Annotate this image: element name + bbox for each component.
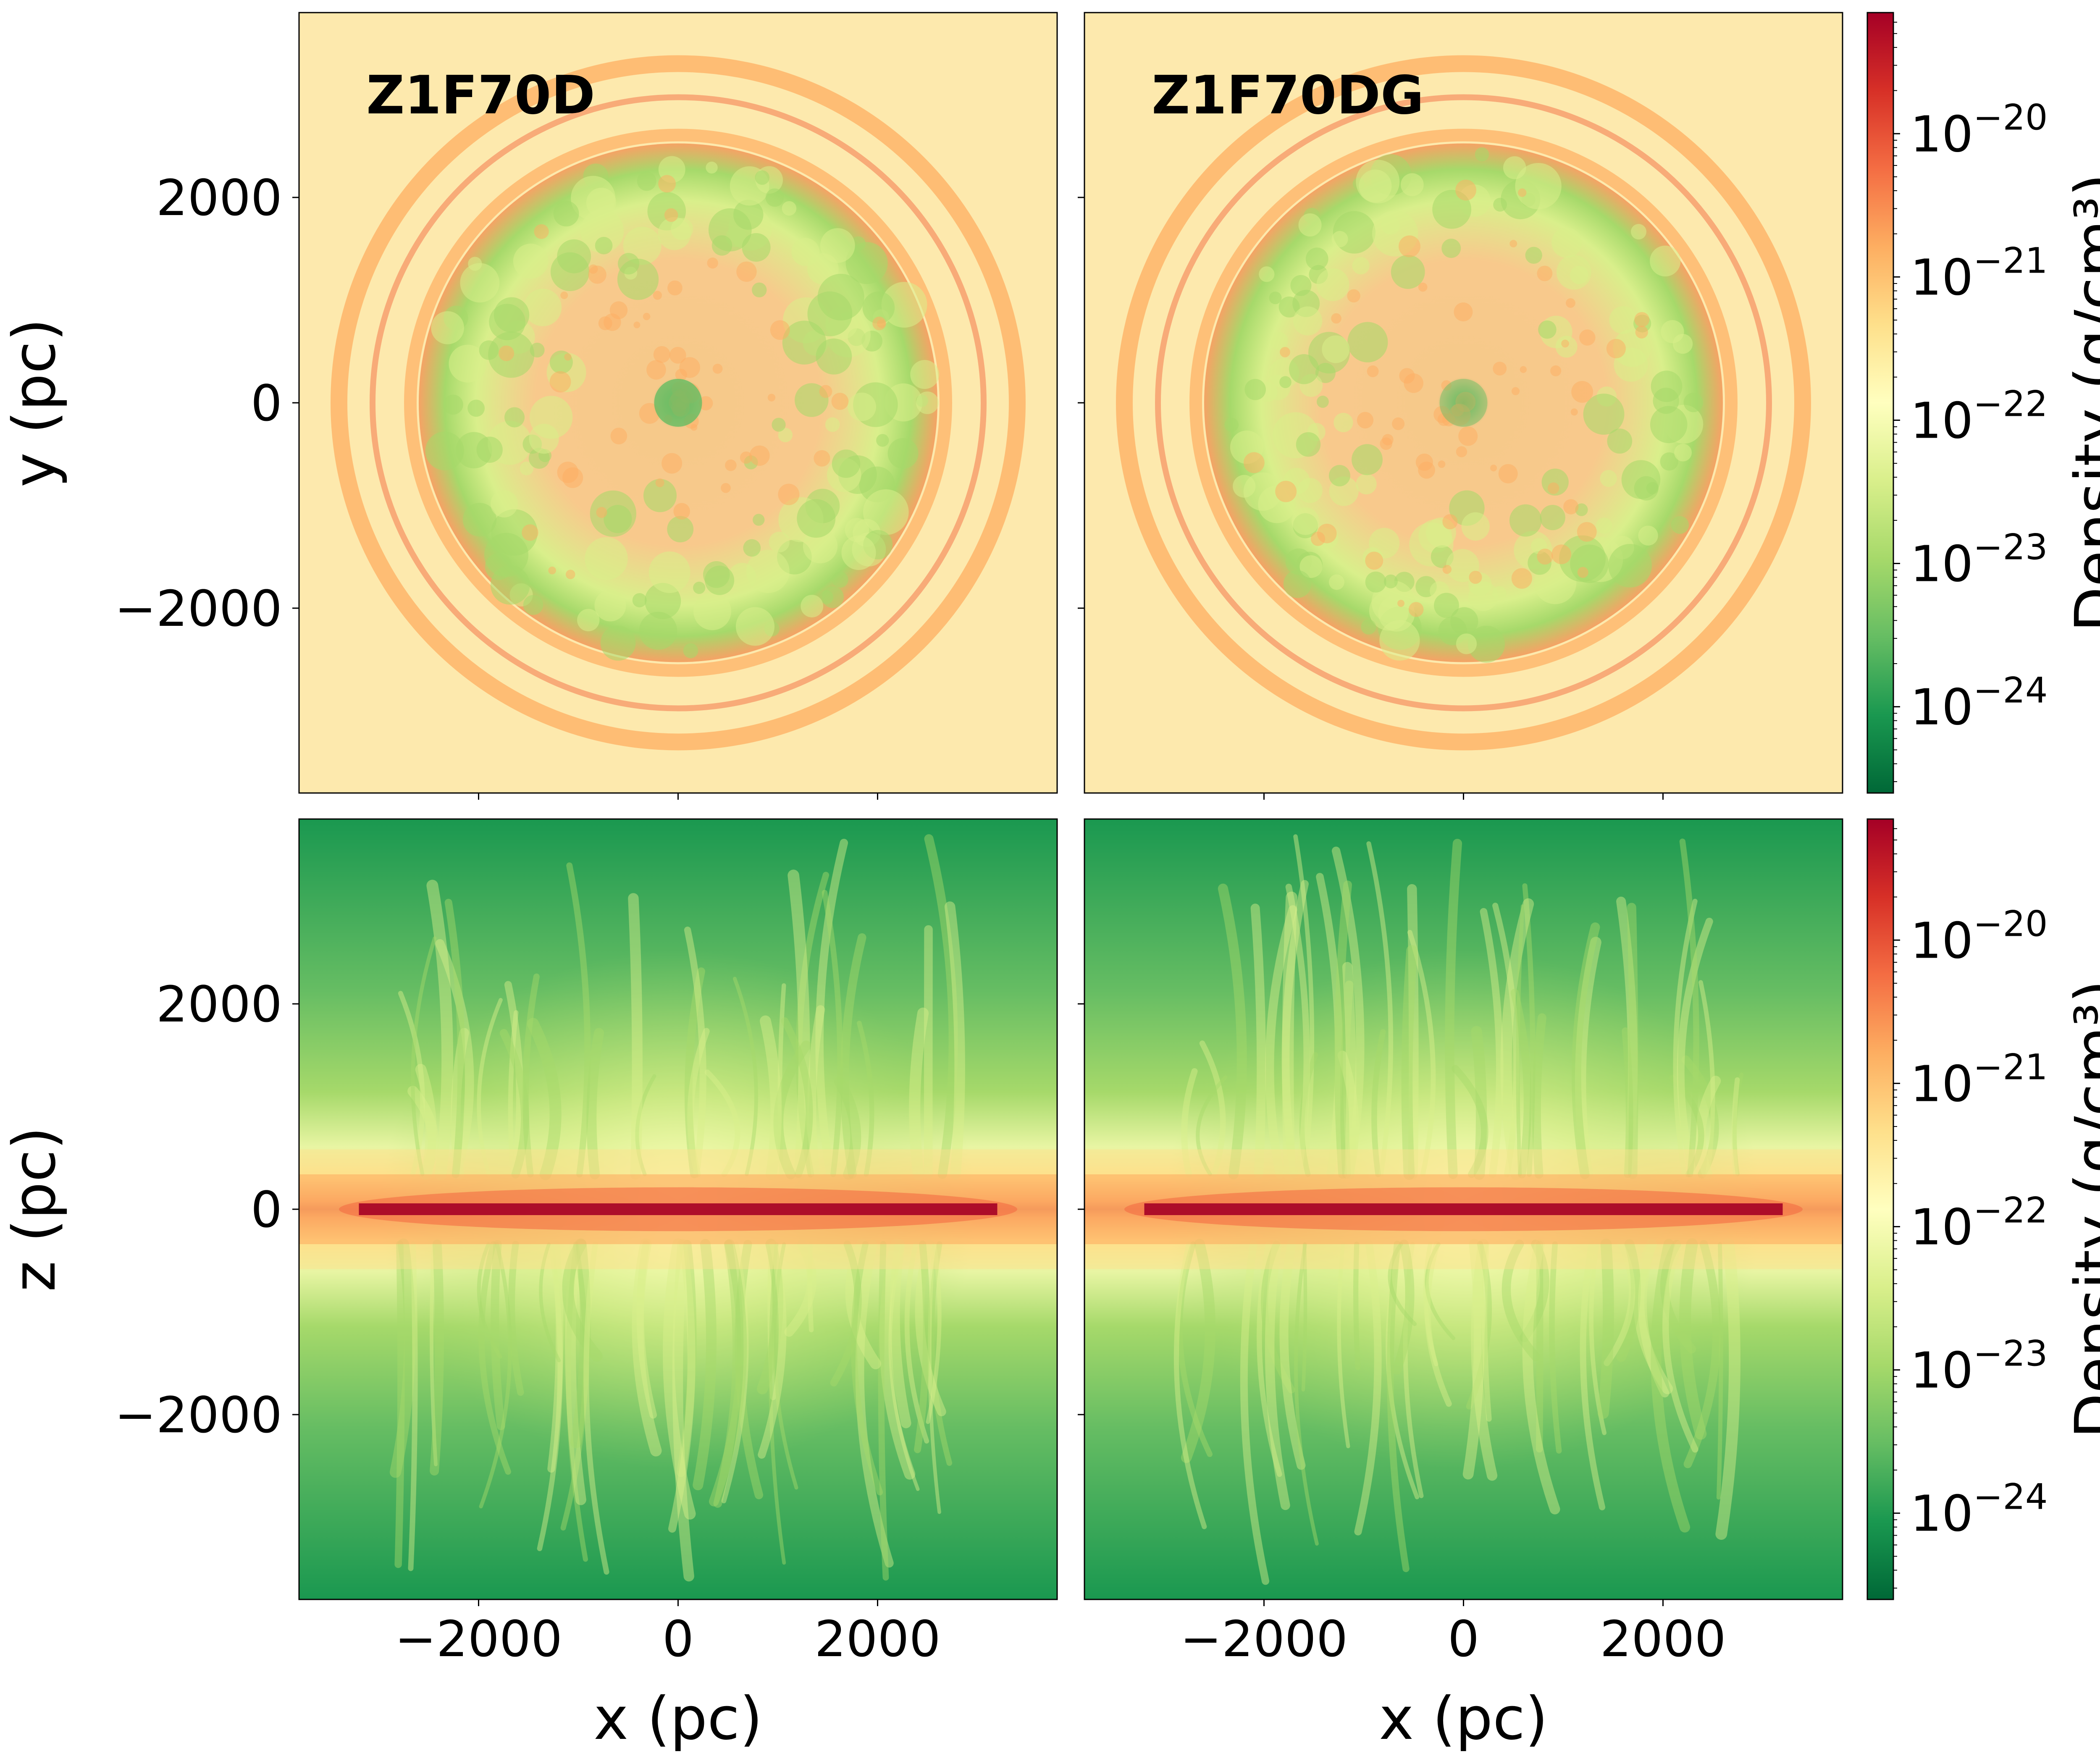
x-tick-label: 2000 — [1600, 1610, 1726, 1668]
colorbar-tick-label: 10−22 — [1910, 1189, 2048, 1256]
y-tick-label: −2000 — [115, 1386, 282, 1444]
panel-label: Z1F70D — [366, 64, 595, 126]
colorbar-tick-label: 10−20 — [1910, 97, 2048, 163]
colorbar-tick-label: 10−24 — [1910, 1476, 2048, 1543]
density-map — [299, 13, 1057, 793]
density-map — [1084, 819, 1843, 1599]
y-axis-label: y (pc) — [0, 318, 69, 487]
colorbar-tick-label: 10−21 — [1910, 1046, 2048, 1113]
y-axis-label: z (pc) — [0, 1126, 69, 1292]
y-tick-label: 0 — [251, 1181, 282, 1239]
colorbar-tick-label: 10−23 — [1910, 1333, 2048, 1400]
colorbar-tick-label: 10−24 — [1910, 670, 2048, 736]
y-tick-label: −2000 — [115, 580, 282, 638]
density-map — [1084, 13, 1843, 793]
colorbar-label: Density (g/cm³) — [2063, 980, 2100, 1439]
colorbar-tick-label: 10−20 — [1910, 903, 2048, 969]
x-tick-label: −2000 — [395, 1610, 562, 1668]
x-tick-label: −2000 — [1180, 1610, 1348, 1668]
x-tick-label: 0 — [662, 1610, 694, 1668]
colorbar — [1866, 12, 1894, 794]
y-tick-label: 0 — [251, 374, 282, 432]
colorbar-label: Density (g/cm³) — [2063, 173, 2100, 632]
colorbar-tick-label: 10−21 — [1910, 240, 2048, 306]
y-tick-label: 2000 — [156, 169, 282, 227]
x-tick-label: 0 — [1448, 1610, 1479, 1668]
colorbar-tick-label: 10−22 — [1910, 383, 2048, 449]
density-map — [299, 819, 1057, 1599]
colorbar — [1866, 818, 1894, 1600]
x-axis-label: x (pc) — [593, 1685, 762, 1752]
panel-label: Z1F70DG — [1152, 64, 1424, 126]
colorbar-tick-label: 10−23 — [1910, 527, 2048, 593]
x-axis-label: x (pc) — [1379, 1685, 1548, 1752]
x-tick-label: 2000 — [814, 1610, 940, 1668]
y-tick-label: 2000 — [156, 975, 282, 1033]
